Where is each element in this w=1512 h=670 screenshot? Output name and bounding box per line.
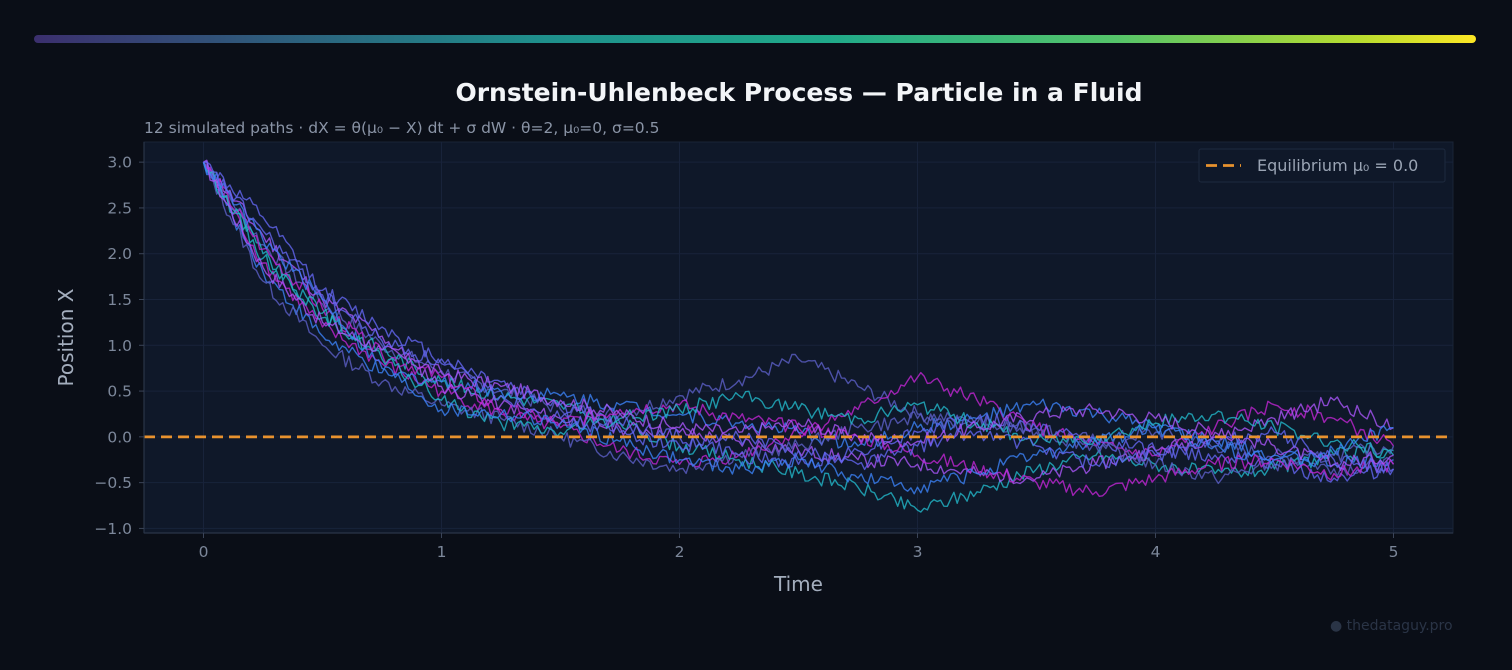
y-tick-label: −0.5 — [94, 474, 132, 492]
simulated-path — [202, 161, 1395, 458]
x-tick-label: 3 — [913, 543, 923, 561]
x-tick-label: 4 — [1151, 543, 1161, 561]
simulated-path — [203, 161, 1394, 474]
y-tick-label: −1.0 — [94, 520, 132, 538]
simulated-path — [202, 161, 1395, 485]
y-axis-label: Position X — [54, 288, 78, 386]
y-tick-label: 1.0 — [107, 337, 132, 355]
x-tick-label: 0 — [199, 543, 209, 561]
simulated-path — [202, 161, 1395, 497]
chart-subtitle: 12 simulated paths · dX = θ(μ₀ − X) dt +… — [144, 119, 660, 137]
x-tick-label: 1 — [437, 543, 447, 561]
y-tick-label: 2.5 — [107, 199, 132, 217]
simulated-paths — [202, 159, 1395, 513]
legend: Equilibrium μ₀ = 0.0 — [1198, 148, 1446, 183]
y-tick-label: 3.0 — [107, 154, 132, 172]
x-tick-label: 2 — [675, 543, 685, 561]
simulated-path — [203, 161, 1394, 472]
chart-title: Ornstein-Uhlenbeck Process — Particle in… — [455, 78, 1143, 107]
y-tick-label: 1.5 — [107, 291, 132, 309]
y-tick-label: 2.0 — [107, 245, 132, 263]
simulated-path — [202, 161, 1394, 513]
watermark: ● thedataguy.pro — [1330, 618, 1453, 634]
axes: 0 1 2 3 4 5 3.0 2.5 2.0 1.5 1.0 0.5 0.0 −0.5 −1.0 Time P… — [54, 142, 1453, 596]
legend-box — [1198, 148, 1446, 183]
simulated-path — [202, 161, 1395, 477]
y-tick-label: 0.0 — [107, 428, 132, 446]
x-axis-label: Time — [773, 572, 823, 596]
legend-label: Equilibrium μ₀ = 0.0 — [1257, 156, 1418, 175]
x-tick-label: 5 — [1389, 543, 1399, 561]
simulated-path — [202, 161, 1394, 495]
y-tick-label: 0.5 — [107, 383, 132, 401]
accent-gradient-bar — [34, 35, 1476, 43]
